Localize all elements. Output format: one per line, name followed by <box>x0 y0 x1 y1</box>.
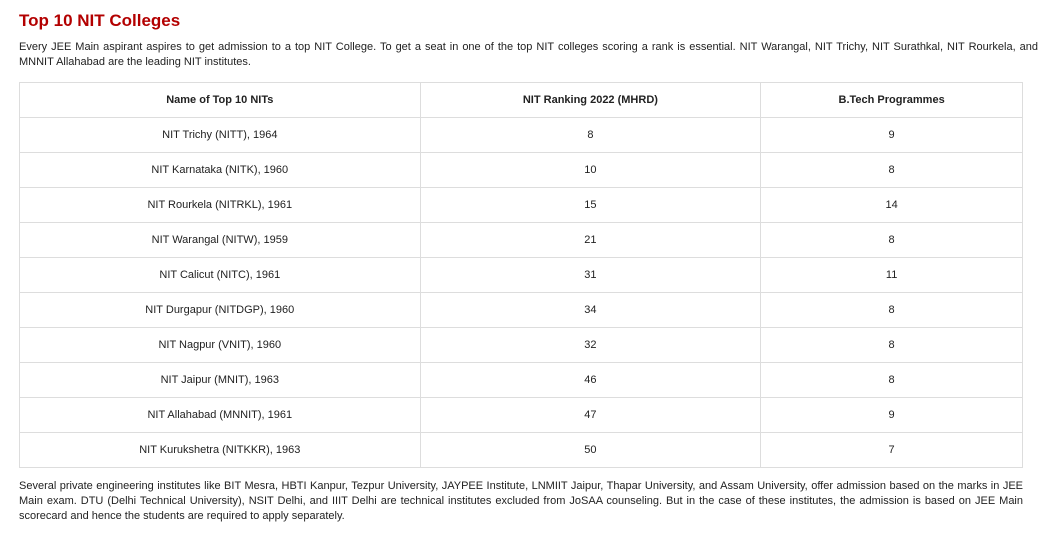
column-header-name: Name of Top 10 NITs <box>19 82 421 118</box>
programmes-cell: 8 <box>760 292 1023 328</box>
ranking-cell: 31 <box>419 257 762 293</box>
table-row: NIT Calicut (NITC), 1961 31 11 <box>19 257 1023 293</box>
programmes-cell: 8 <box>760 362 1023 398</box>
table-row: NIT Trichy (NITT), 1964 8 9 <box>19 117 1023 153</box>
programmes-cell: 7 <box>760 432 1023 468</box>
programmes-cell: 9 <box>760 117 1023 153</box>
college-name-cell: NIT Nagpur (VNIT), 1960 <box>19 327 421 363</box>
ranking-cell: 50 <box>419 432 762 468</box>
college-name-cell: NIT Trichy (NITT), 1964 <box>19 117 421 153</box>
table-row: NIT Kurukshetra (NITKKR), 1963 50 7 <box>19 432 1023 468</box>
ranking-cell: 10 <box>419 152 762 188</box>
college-name-cell: NIT Jaipur (MNIT), 1963 <box>19 362 421 398</box>
table-header-row: Name of Top 10 NITs NIT Ranking 2022 (MH… <box>19 82 1023 118</box>
college-name-cell: NIT Calicut (NITC), 1961 <box>19 257 421 293</box>
intro-paragraph: Every JEE Main aspirant aspires to get a… <box>19 41 1038 68</box>
table-row: NIT Rourkela (NITRKL), 1961 15 14 <box>19 187 1023 223</box>
column-header-ranking: NIT Ranking 2022 (MHRD) <box>419 82 762 118</box>
article-section: Top 10 NIT Colleges Every JEE Main aspir… <box>19 10 1038 524</box>
programmes-cell: 14 <box>760 187 1023 223</box>
column-header-programmes: B.Tech Programmes <box>760 82 1023 118</box>
programmes-cell: 9 <box>760 397 1023 433</box>
nit-ranking-table: Name of Top 10 NITs NIT Ranking 2022 (MH… <box>19 82 1023 468</box>
ranking-cell: 32 <box>419 327 762 363</box>
outro-paragraph: Several private engineering institutes l… <box>19 480 1023 522</box>
ranking-cell: 46 <box>419 362 762 398</box>
page-title: Top 10 NIT Colleges <box>19 11 181 30</box>
college-name-cell: NIT Allahabad (MNNIT), 1961 <box>19 397 421 433</box>
table-row: NIT Jaipur (MNIT), 1963 46 8 <box>19 362 1023 398</box>
ranking-cell: 21 <box>419 222 762 258</box>
ranking-cell: 8 <box>419 117 762 153</box>
table-row: NIT Karnataka (NITK), 1960 10 8 <box>19 152 1023 188</box>
programmes-cell: 11 <box>760 257 1023 293</box>
ranking-cell: 15 <box>419 187 762 223</box>
college-name-cell: NIT Kurukshetra (NITKKR), 1963 <box>19 432 421 468</box>
programmes-cell: 8 <box>760 222 1023 258</box>
ranking-cell: 34 <box>419 292 762 328</box>
table-row: NIT Warangal (NITW), 1959 21 8 <box>19 222 1023 258</box>
programmes-cell: 8 <box>760 152 1023 188</box>
college-name-cell: NIT Durgapur (NITDGP), 1960 <box>19 292 421 328</box>
programmes-cell: 8 <box>760 327 1023 363</box>
college-name-cell: NIT Rourkela (NITRKL), 1961 <box>19 187 421 223</box>
table-row: NIT Durgapur (NITDGP), 1960 34 8 <box>19 292 1023 328</box>
table-row: NIT Allahabad (MNNIT), 1961 47 9 <box>19 397 1023 433</box>
college-name-cell: NIT Karnataka (NITK), 1960 <box>19 152 421 188</box>
ranking-cell: 47 <box>419 397 762 433</box>
college-name-cell: NIT Warangal (NITW), 1959 <box>19 222 421 258</box>
table-row: NIT Nagpur (VNIT), 1960 32 8 <box>19 327 1023 363</box>
